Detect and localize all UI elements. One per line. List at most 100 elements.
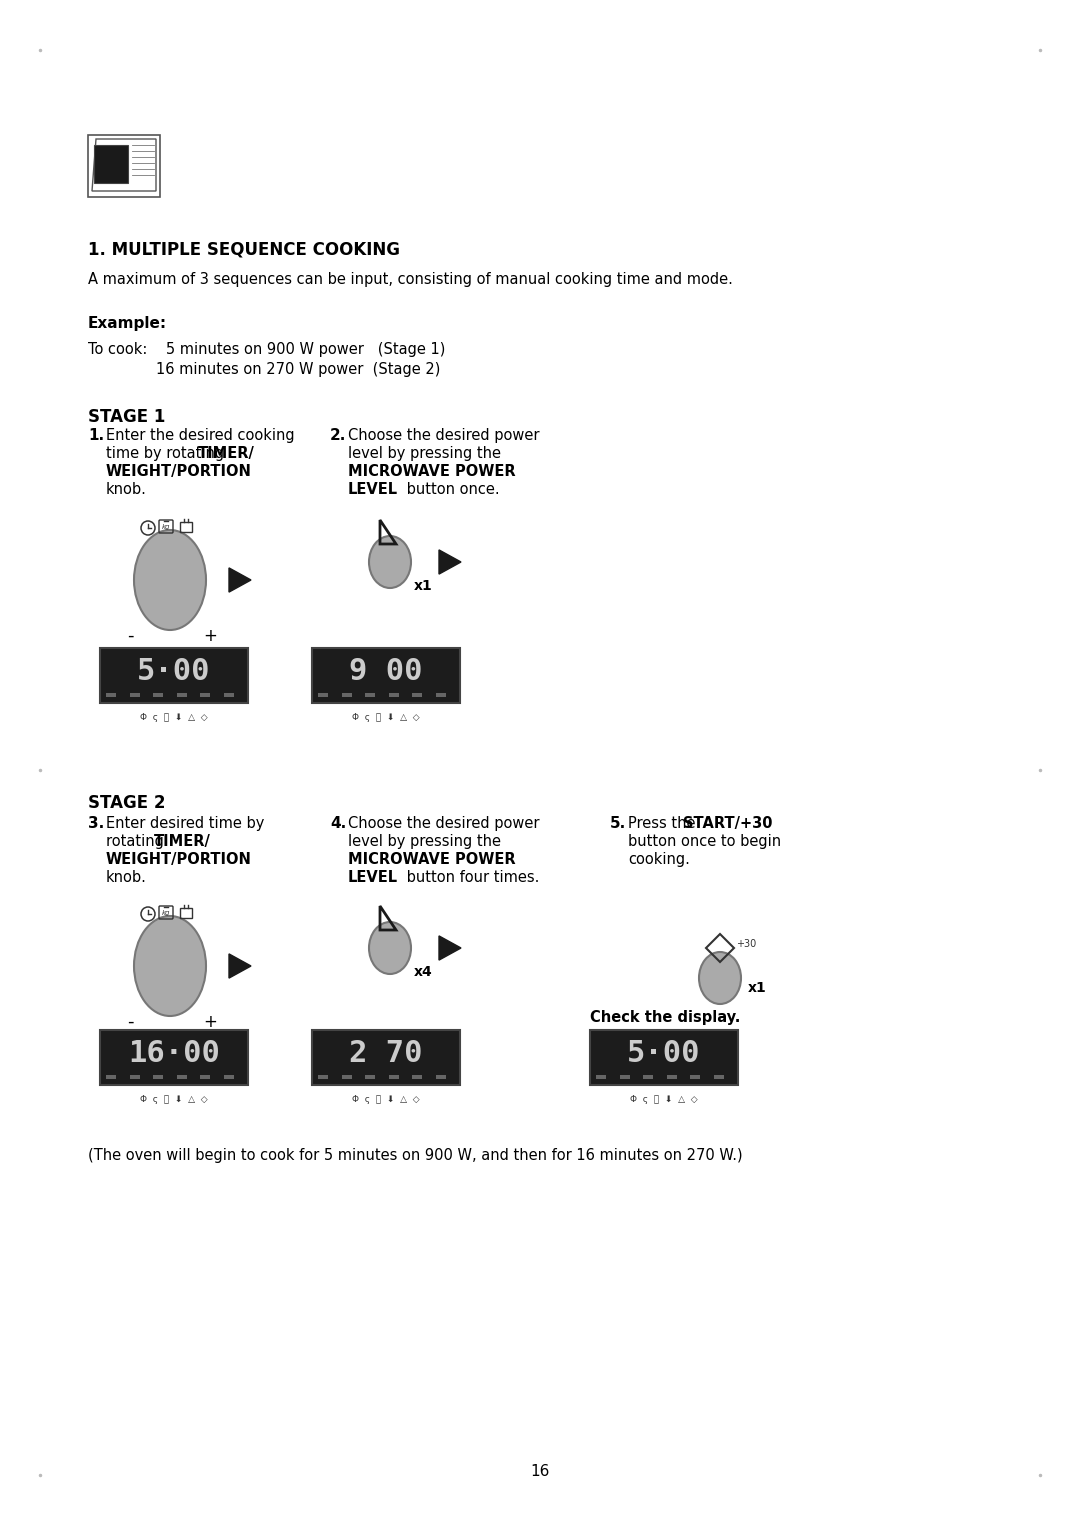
Text: Choose the desired power: Choose the desired power: [348, 816, 540, 831]
Bar: [590, 1030, 738, 1085]
Polygon shape: [438, 935, 461, 960]
Bar: [365, 1076, 375, 1079]
Text: 2 70: 2 70: [349, 1039, 422, 1068]
Bar: [413, 694, 422, 697]
Polygon shape: [438, 550, 461, 575]
Bar: [318, 1076, 328, 1079]
Text: Example:: Example:: [87, 316, 167, 332]
Text: rotating: rotating: [106, 834, 168, 850]
Bar: [312, 648, 460, 703]
Bar: [318, 694, 328, 697]
Bar: [365, 694, 375, 697]
Text: START/+30: START/+30: [683, 816, 772, 831]
Ellipse shape: [699, 952, 741, 1004]
Bar: [312, 1030, 460, 1085]
Text: TIMER/: TIMER/: [154, 834, 211, 850]
Text: 5·00: 5·00: [137, 657, 211, 686]
Text: +30: +30: [735, 940, 756, 949]
Bar: [341, 1076, 352, 1079]
Text: 16 minutes on 270 W power  (Stage 2): 16 minutes on 270 W power (Stage 2): [156, 362, 441, 377]
Bar: [177, 1076, 187, 1079]
Text: Φ  ς  互  ⬇  △  ◇: Φ ς 互 ⬇ △ ◇: [140, 712, 207, 721]
Text: -: -: [126, 1013, 133, 1031]
Bar: [130, 1076, 139, 1079]
Bar: [224, 1076, 234, 1079]
Ellipse shape: [369, 921, 411, 973]
Polygon shape: [229, 568, 251, 593]
Bar: [644, 1076, 653, 1079]
Bar: [389, 694, 399, 697]
Text: button four times.: button four times.: [402, 869, 539, 885]
Text: Press the: Press the: [627, 816, 700, 831]
Polygon shape: [229, 953, 251, 978]
Text: STAGE 1: STAGE 1: [87, 408, 165, 426]
Bar: [436, 694, 446, 697]
Bar: [201, 694, 211, 697]
Text: MICROWAVE POWER: MICROWAVE POWER: [348, 853, 515, 866]
Text: level by pressing the: level by pressing the: [348, 834, 501, 850]
Text: MICROWAVE POWER: MICROWAVE POWER: [348, 465, 515, 478]
Text: x1: x1: [414, 579, 433, 593]
Text: Enter the desired cooking: Enter the desired cooking: [106, 428, 295, 443]
Text: TIMER/: TIMER/: [198, 446, 255, 461]
Bar: [596, 1076, 606, 1079]
Bar: [690, 1076, 701, 1079]
Text: Φ  ς  互  ⬇  △  ◇: Φ ς 互 ⬇ △ ◇: [352, 712, 420, 721]
Bar: [224, 694, 234, 697]
Text: A maximum of 3 sequences can be input, consisting of manual cooking time and mod: A maximum of 3 sequences can be input, c…: [87, 272, 733, 287]
Bar: [153, 1076, 163, 1079]
Text: LEVEL: LEVEL: [348, 869, 399, 885]
Text: 9 00: 9 00: [349, 657, 422, 686]
Text: 2.: 2.: [330, 428, 347, 443]
Bar: [177, 694, 187, 697]
Bar: [413, 1076, 422, 1079]
Text: LEVEL: LEVEL: [348, 481, 399, 497]
Text: 1.: 1.: [87, 428, 104, 443]
Text: 5.: 5.: [610, 816, 626, 831]
Bar: [100, 648, 248, 703]
Bar: [94, 145, 129, 183]
Bar: [100, 1030, 248, 1085]
Text: (The oven will begin to cook for 5 minutes on 900 W, and then for 16 minutes on : (The oven will begin to cook for 5 minut…: [87, 1148, 743, 1163]
Bar: [180, 908, 192, 918]
Text: time by rotating: time by rotating: [106, 446, 229, 461]
Bar: [714, 1076, 724, 1079]
Bar: [620, 1076, 630, 1079]
Bar: [436, 1076, 446, 1079]
Bar: [180, 523, 192, 532]
Text: WEIGHT/PORTION: WEIGHT/PORTION: [106, 853, 252, 866]
Text: knob.: knob.: [106, 481, 147, 497]
Bar: [106, 1076, 116, 1079]
Polygon shape: [92, 139, 156, 191]
Text: x1: x1: [748, 981, 767, 995]
Text: 5·00: 5·00: [627, 1039, 701, 1068]
Text: Choose the desired power: Choose the desired power: [348, 428, 540, 443]
Text: 16·00: 16·00: [129, 1039, 220, 1068]
Text: kg: kg: [162, 909, 171, 915]
Bar: [87, 134, 160, 197]
Text: To cook:    5 minutes on 900 W power   (Stage 1): To cook: 5 minutes on 900 W power (Stage…: [87, 342, 445, 358]
Ellipse shape: [134, 915, 206, 1016]
Text: 4.: 4.: [330, 816, 347, 831]
Text: STAGE 2: STAGE 2: [87, 795, 165, 811]
Ellipse shape: [134, 530, 206, 630]
Text: Check the display.: Check the display.: [590, 1010, 741, 1025]
Bar: [341, 694, 352, 697]
Bar: [153, 694, 163, 697]
Text: Φ  ς  互  ⬇  △  ◇: Φ ς 互 ⬇ △ ◇: [140, 1094, 207, 1103]
Text: level by pressing the: level by pressing the: [348, 446, 501, 461]
Text: WEIGHT/PORTION: WEIGHT/PORTION: [106, 465, 252, 478]
Text: x4: x4: [414, 966, 433, 979]
Text: Φ  ς  互  ⬇  △  ◇: Φ ς 互 ⬇ △ ◇: [631, 1094, 698, 1103]
Text: button once to begin: button once to begin: [627, 834, 781, 850]
Text: 16: 16: [530, 1464, 550, 1479]
Bar: [106, 694, 116, 697]
Text: +: +: [203, 1013, 217, 1031]
Text: 1. MULTIPLE SEQUENCE COOKING: 1. MULTIPLE SEQUENCE COOKING: [87, 240, 400, 258]
Bar: [130, 694, 139, 697]
Bar: [666, 1076, 677, 1079]
Text: knob.: knob.: [106, 869, 147, 885]
Text: +: +: [203, 626, 217, 645]
Text: Enter desired time by: Enter desired time by: [106, 816, 265, 831]
Text: kg: kg: [162, 524, 171, 530]
